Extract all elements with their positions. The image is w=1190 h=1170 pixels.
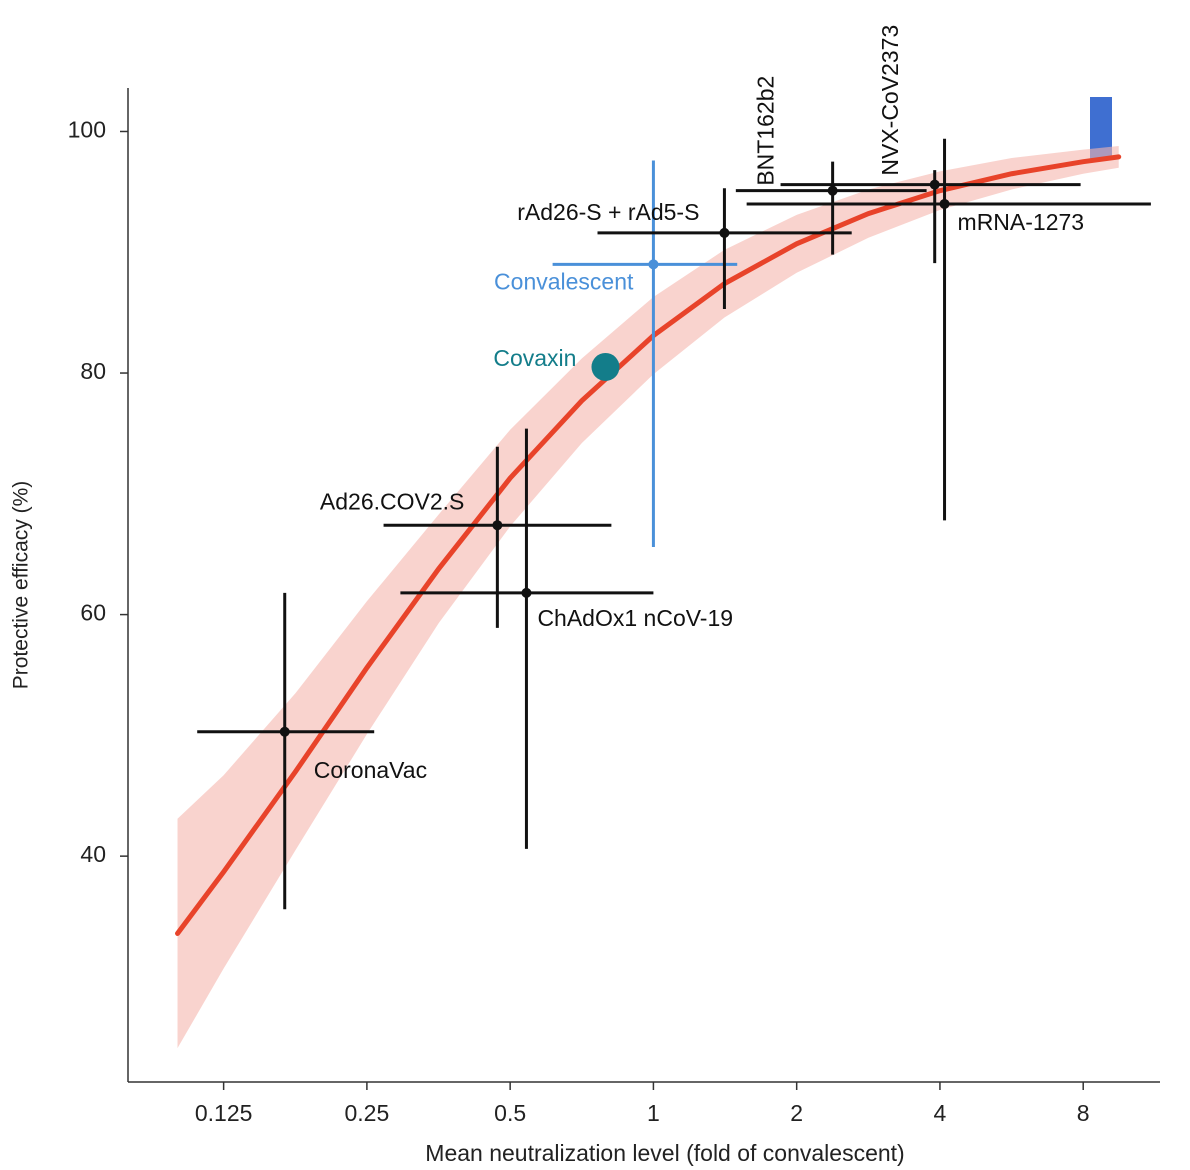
point-label: CoronaVac: [314, 757, 427, 783]
decoration: [1090, 97, 1112, 160]
point: [929, 179, 940, 190]
x-axis-label: Mean neutralization level (fold of conva…: [425, 1140, 904, 1166]
y-tick-label: 80: [80, 358, 106, 384]
point-label: Ad26.COV2.S: [320, 488, 464, 514]
point: [648, 259, 659, 270]
point: [719, 227, 730, 238]
point: [492, 520, 503, 531]
x-tick-label: 0.25: [345, 1100, 390, 1126]
point: [279, 726, 290, 737]
y-tick-label: 40: [80, 841, 106, 867]
point-label: rAd26-S + rAd5-S: [517, 199, 699, 225]
y-axis-label: Protective efficacy (%): [10, 481, 33, 690]
x-tick-label: 0.125: [195, 1100, 253, 1126]
x-tick-label: 0.5: [494, 1100, 526, 1126]
x-tick-label: 4: [934, 1100, 947, 1126]
point: [591, 352, 620, 381]
x-tick-label: 8: [1077, 1100, 1090, 1126]
point-label: ChAdOx1 nCoV-19: [537, 605, 733, 631]
point: [827, 185, 838, 196]
point: [939, 198, 950, 209]
point-label: BNT162b2: [753, 76, 779, 186]
fit-curve: [175, 154, 1122, 936]
point: [521, 587, 532, 598]
point-label: NVX-CoV2373: [877, 25, 903, 176]
point-label: Convalescent: [494, 268, 634, 294]
point-label: mRNA-1273: [958, 209, 1085, 235]
x-tick-label: 1: [647, 1100, 660, 1126]
y-tick-label: 60: [80, 600, 106, 626]
confidence-band: [177, 145, 1119, 1049]
y-tick-label: 100: [68, 117, 106, 143]
point-label: Covaxin: [493, 345, 576, 371]
x-tick-label: 2: [790, 1100, 803, 1126]
